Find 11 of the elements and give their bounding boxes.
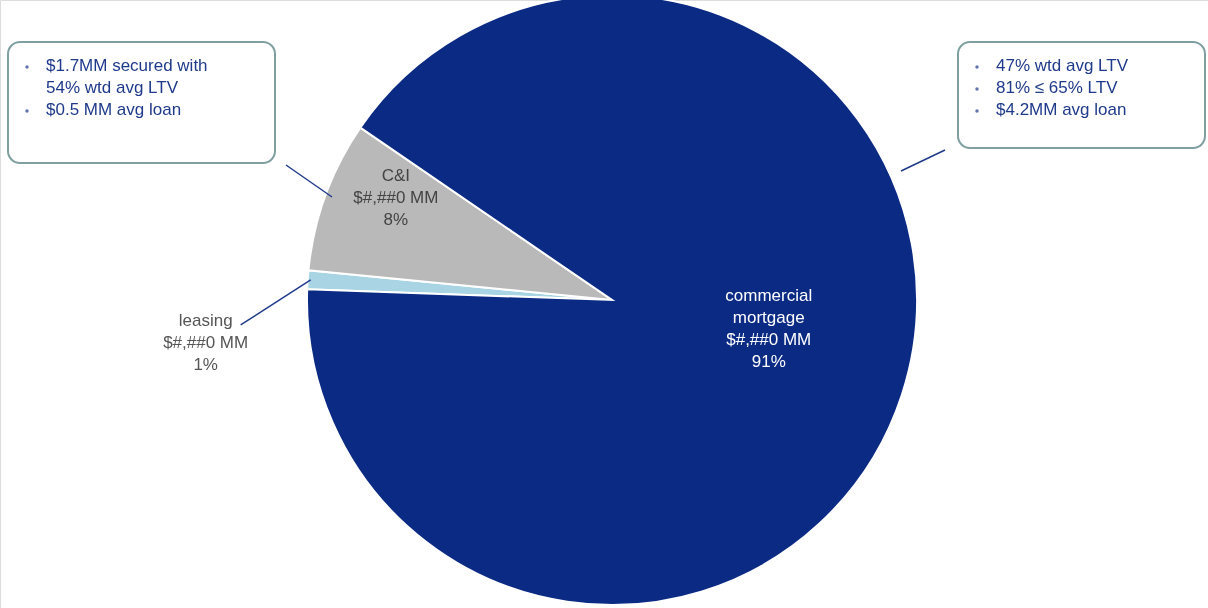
text: $0.5 MM avg loan [46,100,182,119]
text: $4.2MM avg loan [996,100,1127,119]
data-label: $#,##0 MM 8% [353,188,439,230]
slice-label: leasing [178,310,233,330]
data-label: $#,##0 MM 91% [726,329,812,371]
slice-label: C&I [381,166,411,186]
text: 47% wtd avg LTV [996,56,1129,75]
slice-label: commercial mortgage [725,285,813,327]
data-label: $#,##0 MM 1% [163,332,249,374]
text: $1.7MM secured with 54% wtd avg LTV [46,56,208,97]
text: 81% ≤ 65% LTV [996,78,1119,97]
